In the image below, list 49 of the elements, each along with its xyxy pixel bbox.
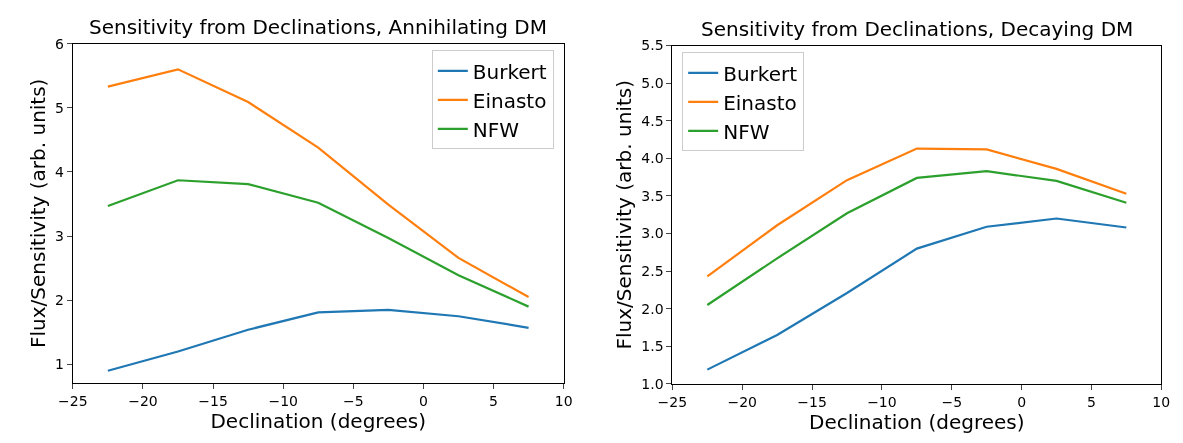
x-tick-label: 5 (489, 392, 498, 409)
x-tick-label: −20 (727, 393, 757, 410)
x-tick-label: 10 (554, 392, 573, 409)
x-tick-label: −15 (797, 393, 827, 410)
y-tick-label: 1 (55, 356, 64, 373)
y-tick-label: 5.0 (641, 75, 664, 92)
x-tick-label: −25 (58, 392, 88, 409)
y-tick-label: 5 (55, 99, 64, 116)
y-axis-title: Flux/Sensitivity (arb. units) (25, 78, 50, 349)
y-tick-label: 1.5 (641, 338, 664, 355)
chart-title: Sensitivity from Declinations, Decaying DM (701, 17, 1134, 41)
x-tick-label: 5 (1086, 393, 1096, 410)
x-axis-title: Declination (degrees) (809, 409, 1025, 434)
legend-label: NFW (472, 117, 520, 142)
y-tick-label: 3.0 (641, 225, 664, 242)
x-tick-label: 0 (418, 392, 428, 409)
y-tick-label: 4.5 (641, 112, 664, 129)
x-axis-title: Declination (degrees) (210, 408, 426, 433)
y-tick-label: 4 (55, 163, 65, 180)
y-tick-label: 5.5 (641, 37, 664, 54)
x-tick-label: −5 (342, 392, 364, 409)
x-tick-label: −5 (941, 393, 963, 410)
line-series (706, 217, 1128, 371)
chart-title: Sensitivity from Declinations, Annihilating DM (89, 15, 547, 39)
y-tick-label: 3 (55, 227, 64, 244)
line-series (706, 170, 1128, 307)
y-tick-label: 2.0 (641, 300, 664, 317)
x-tick-label: −10 (867, 393, 897, 410)
x-tick-label: −25 (657, 393, 688, 410)
legend-label: Einasto (472, 88, 547, 113)
x-tick-label: 10 (1152, 393, 1171, 410)
x-tick-label: −15 (198, 392, 228, 409)
line-series (706, 147, 1128, 278)
legend-label: NFW (723, 119, 770, 144)
y-tick-label: 6 (55, 35, 65, 52)
line-series (106, 308, 530, 372)
y-tick-label: 4.0 (641, 150, 664, 167)
legend-label: Burkert (723, 61, 798, 86)
x-tick-label: 0 (1017, 393, 1027, 410)
y-tick-label: 2.5 (641, 263, 664, 280)
line-series (106, 179, 530, 308)
y-tick-label: 3.5 (641, 187, 664, 204)
x-tick-label: −20 (128, 392, 158, 409)
y-tick-label: 2 (55, 292, 64, 309)
legend-label: Einasto (723, 90, 797, 115)
y-axis-title: Flux/Sensitivity (arb. units) (611, 80, 636, 350)
legend-label: Burkert (472, 59, 547, 84)
x-tick-label: −10 (268, 392, 298, 409)
y-tick-label: 1.0 (641, 375, 664, 392)
